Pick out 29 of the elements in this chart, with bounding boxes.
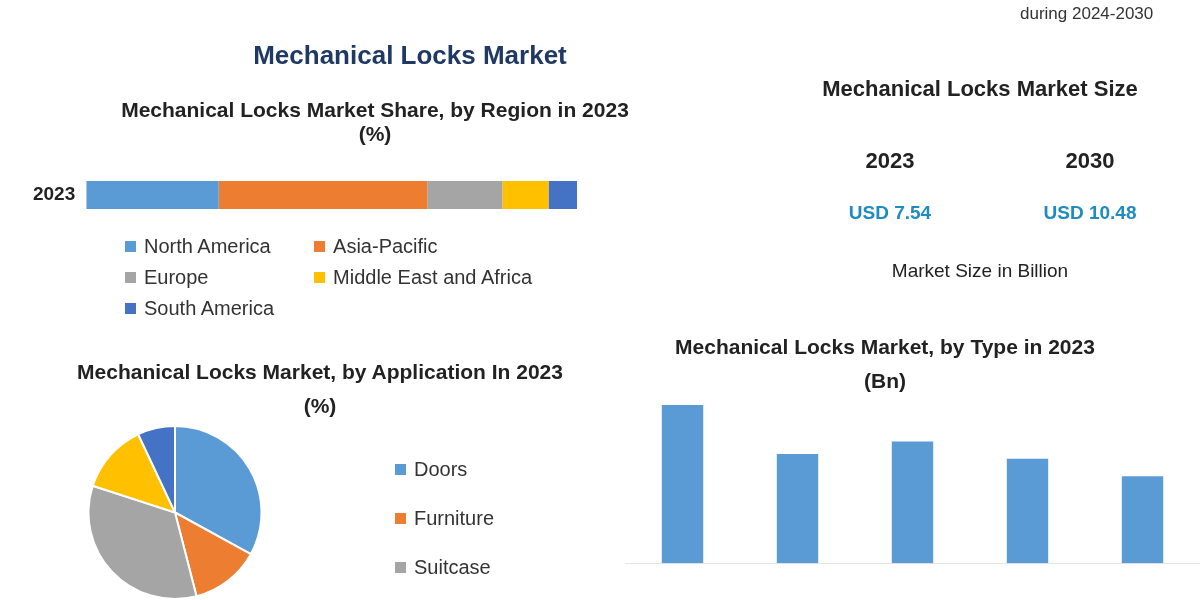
bar	[427, 180, 503, 210]
bar	[86, 180, 219, 210]
legend-label: Middle East and Africa	[333, 266, 533, 289]
legend-label: Furniture	[414, 507, 495, 530]
chart-title: Mechanical Locks Market	[252, 40, 568, 71]
bar	[1006, 458, 1049, 564]
bar	[502, 180, 549, 210]
bar	[891, 441, 934, 564]
text: during 2024-2030	[1020, 4, 1154, 24]
bar	[661, 405, 704, 564]
chart-title: Mechanical Locks Market, by Application In 2023 (%)	[76, 359, 564, 419]
legend-label: Doors	[414, 458, 468, 481]
text: USD 7.54	[848, 202, 932, 223]
category-label: 2023	[864, 148, 916, 174]
bar	[218, 180, 428, 210]
text: USD 10.48	[1043, 202, 1137, 223]
legend-label: North America	[144, 235, 271, 258]
bar	[776, 454, 819, 564]
category-label: 2030	[1064, 148, 1116, 174]
bar	[548, 180, 577, 210]
text: Market Size in Billion	[890, 260, 1070, 282]
legend-label: Europe	[144, 266, 209, 289]
text: Mechanical Locks Market Size	[821, 75, 1139, 103]
legend-label: Suitcase	[414, 556, 491, 579]
legend-label: South America	[144, 297, 275, 320]
chart-subtitle: Mechanical Locks Market Share, by Region in 2023 (%)	[120, 98, 630, 146]
chart-title: Mechanical Locks Market, by Type in 2023 (Bn)	[674, 334, 1096, 394]
bar	[1121, 476, 1164, 564]
legend-label: Asia-Pacific	[333, 235, 438, 258]
